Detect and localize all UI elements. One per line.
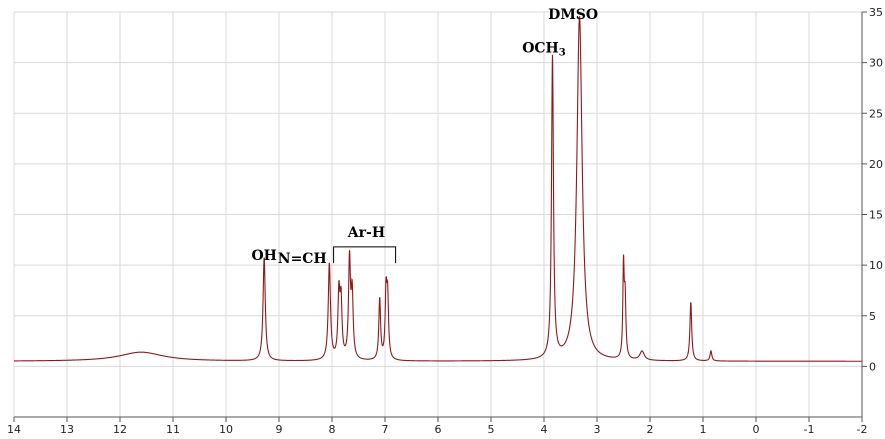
ar-h-bracket (333, 246, 397, 264)
x-tick-label: 6 (435, 423, 442, 436)
x-tick-label: 8 (329, 423, 336, 436)
x-tick-label: 9 (276, 423, 283, 436)
ar-h-peak-label: Ar-H (347, 225, 385, 241)
x-tick-label: 11 (166, 423, 180, 436)
x-tick-label: 5 (488, 423, 495, 436)
och3-subscript: 3 (559, 48, 566, 59)
x-tick-label: 13 (60, 423, 74, 436)
y-tick-label: 5 (869, 310, 876, 323)
dmso-peak-label: DMSO (548, 7, 598, 23)
grid-lines (13, 11, 863, 417)
spectrum-trace (14, 16, 862, 362)
x-tick-label: 7 (382, 423, 389, 436)
x-tick-label: 12 (113, 423, 127, 436)
oh-peak-label: OH (251, 248, 276, 264)
peak-annotations: OH N=CH Ar-H OCH3 DMSO (251, 7, 598, 267)
och3-peak-label: OCH3 (522, 41, 566, 59)
x-tick-label: 10 (219, 423, 233, 436)
spectrum-trace-group (14, 16, 862, 362)
x-tick-label: -2 (857, 423, 868, 436)
x-tick-label: 0 (753, 423, 760, 436)
och3-main-text: OCH (522, 41, 559, 57)
x-tick-label: 4 (541, 423, 548, 436)
y-tick-label: 0 (869, 360, 876, 373)
x-tick-label: 3 (594, 423, 601, 436)
x-tick-label: -1 (804, 423, 815, 436)
y-tick-label: 20 (869, 158, 883, 171)
n-ch-peak-label: N=CH (278, 251, 327, 267)
y-tick-label: 10 (869, 259, 883, 272)
y-tick-label: 30 (869, 57, 883, 70)
y-tick-label: 35 (869, 6, 883, 19)
y-tick-label: 15 (869, 209, 883, 222)
x-tick-label: 2 (647, 423, 654, 436)
axes (13, 11, 867, 422)
x-tick-label: 14 (7, 423, 21, 436)
x-tick-label: 1 (700, 423, 707, 436)
y-tick-label: 25 (869, 107, 883, 120)
